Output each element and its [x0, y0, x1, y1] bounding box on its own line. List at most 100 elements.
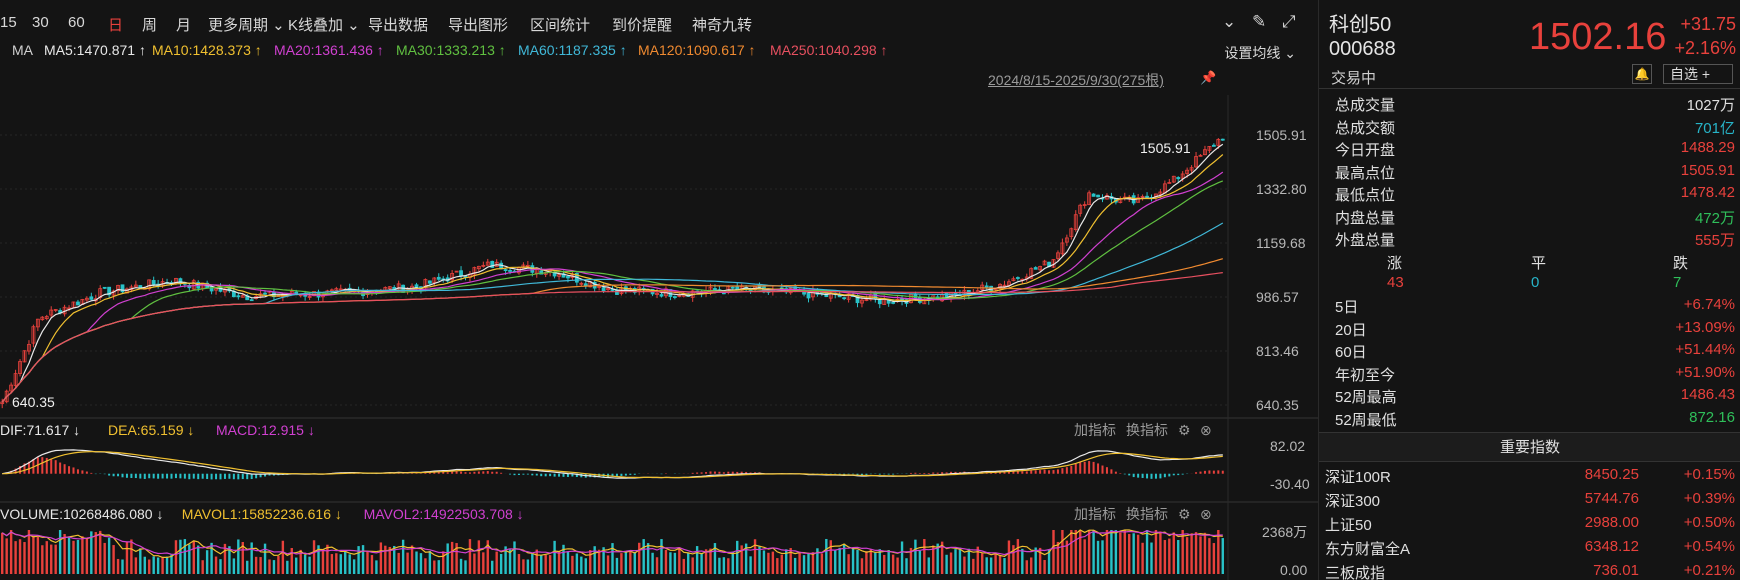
candle-body — [1189, 167, 1194, 171]
candle-body — [107, 286, 112, 296]
vol-header: VOLUME:10268486.080 ↓ MAVOL1:15852236.616… — [0, 506, 1212, 522]
index-row[interactable]: 深证100R 8450.25 +0.15% — [1319, 466, 1740, 490]
date-range-label[interactable]: 2024/8/15-2025/9/30(275根) — [988, 72, 1164, 88]
toolbar-item-5[interactable]: 月 — [176, 17, 192, 34]
volume-bar — [23, 542, 26, 574]
bell-icon[interactable]: 🔔 — [1632, 64, 1652, 84]
candle-body — [236, 295, 241, 298]
toolbar-item-0[interactable]: 15 — [0, 14, 17, 31]
toolbar-item-12[interactable]: 神奇九转 — [692, 17, 753, 34]
candle-body — [1015, 277, 1020, 279]
market-breadth: 涨 43 平 0 跌 7 — [1319, 250, 1740, 294]
volume-bar — [361, 545, 365, 574]
toolbar-item-2[interactable]: 60 — [68, 14, 85, 31]
volume-bar — [232, 558, 236, 574]
volume-bar — [254, 556, 258, 574]
gear-icon[interactable]: ⚙ — [1178, 422, 1191, 438]
volume-bar — [811, 552, 815, 574]
volume-bar — [664, 550, 668, 574]
ma-label-5: MA120:1090.617 ↑ — [638, 42, 756, 58]
expand-icon[interactable]: ⤢ — [1282, 12, 1296, 31]
stat-row: 总成交额 701亿 — [1319, 117, 1740, 139]
volume-bar — [134, 557, 138, 574]
breadth-label: 涨 — [1387, 255, 1403, 272]
vol-switch-indicator[interactable]: 换指标 — [1126, 506, 1168, 522]
close-icon[interactable]: ⊗ — [1200, 422, 1212, 438]
candle-body — [1073, 214, 1078, 230]
y-tick-label: 813.46 — [1256, 343, 1299, 359]
vol-add-indicator[interactable]: 加指标 — [1074, 506, 1116, 522]
candle-body — [133, 284, 138, 288]
volume-bar — [308, 556, 311, 574]
add-favorite-button[interactable]: 自选 + — [1663, 64, 1733, 84]
index-row[interactable]: 深证300 5744.76 +0.39% — [1319, 490, 1740, 514]
candle-body — [120, 284, 125, 293]
volume-bar — [464, 560, 467, 574]
index-row[interactable]: 上证50 2988.00 +0.50% — [1319, 514, 1740, 538]
candle-body — [1207, 145, 1212, 151]
candle-body — [263, 292, 267, 295]
candle-body — [214, 288, 218, 291]
toolbar-item-8[interactable]: 导出数据 — [368, 17, 429, 34]
volume-bar — [802, 555, 806, 574]
volume-bar — [1123, 530, 1126, 574]
pin-icon[interactable]: 📌 — [1200, 70, 1217, 85]
toolbar-item-9[interactable]: 导出图形 — [448, 17, 509, 34]
macd-add-indicator[interactable]: 加指标 — [1074, 422, 1116, 438]
ma-label-1: MA10:1428.373 ↑ — [152, 42, 262, 58]
volume-bar — [491, 560, 494, 574]
stat-key: 今日开盘 — [1335, 142, 1396, 159]
macd-switch-indicator[interactable]: 换指标 — [1126, 422, 1168, 438]
toolbar-item-11[interactable]: 到价提醒 — [612, 17, 673, 34]
toolbar-item-4[interactable]: 周 — [142, 17, 158, 34]
volume-bar — [602, 547, 605, 574]
price-chart[interactable]: 1505.91 1332.80 1159.68 986.57 813.46 640.35 1… — [0, 0, 1318, 580]
volume-bar — [1163, 540, 1167, 574]
ma-setting-button[interactable]: 设置均线 ⌄ — [1224, 43, 1296, 63]
volume-bar — [1052, 530, 1055, 574]
chevron-circle-icon[interactable]: ⌄ — [1222, 12, 1237, 31]
candle-body — [864, 299, 869, 301]
volume-bar — [1074, 530, 1077, 574]
index-row-price: 2988.00 — [1584, 514, 1639, 531]
chart-area[interactable]: 15 30 60 日 周 月更多周期 ⌄ K线叠加 ⌄ 导出数据 导出图形 区间统计 到价提醒 神奇九… — [0, 0, 1318, 580]
index-row[interactable]: 三板成指 736.01 +0.21% — [1319, 562, 1740, 580]
volume-bar — [174, 540, 178, 574]
volume-bar — [352, 559, 356, 574]
volume-bar — [900, 541, 904, 574]
volume-bar — [241, 541, 244, 574]
toolbar-item-10[interactable]: 区间统计 — [530, 17, 591, 34]
candle-body — [459, 270, 463, 277]
volume-bar — [709, 548, 712, 574]
brush-icon[interactable]: ✎ — [1252, 12, 1267, 31]
volume-bar — [107, 537, 111, 574]
index-code: 000688 — [1329, 38, 1396, 60]
volume-bar — [566, 551, 570, 574]
trading-status: 交易中 — [1331, 70, 1377, 87]
volume-bar — [825, 538, 828, 574]
index-row[interactable]: 东方财富全A 6348.12 +0.54% — [1319, 538, 1740, 562]
toolbar-item-1[interactable]: 30 — [32, 14, 49, 31]
gear-icon[interactable]: ⚙ — [1178, 506, 1191, 522]
volume-bar — [914, 539, 917, 574]
period-row: 52周最高 1486.43 — [1319, 386, 1740, 408]
close-icon[interactable]: ⊗ — [1200, 506, 1212, 522]
volume-bar — [433, 560, 436, 574]
y-tick-label: 640.35 — [1256, 397, 1299, 413]
candle-body — [436, 276, 441, 280]
toolbar-item-6[interactable]: 更多周期 ⌄ — [208, 17, 285, 34]
breadth-value: 0 — [1531, 274, 1540, 291]
volume-bar — [179, 539, 182, 574]
divider — [1319, 88, 1740, 89]
macd-y-tick: 82.02 — [1270, 438, 1305, 454]
candle-body — [1042, 260, 1047, 266]
volume-bar — [1150, 542, 1153, 574]
ma-line-6 — [1, 272, 1223, 403]
volume-bar — [1154, 530, 1158, 574]
toolbar-item-7[interactable]: K线叠加 ⌄ — [288, 17, 360, 34]
volume-bar — [722, 557, 726, 574]
toolbar-item-3[interactable]: 日 — [108, 17, 124, 34]
volume-bar — [428, 551, 432, 574]
volume-bar — [611, 543, 614, 574]
candle-body — [601, 287, 606, 292]
